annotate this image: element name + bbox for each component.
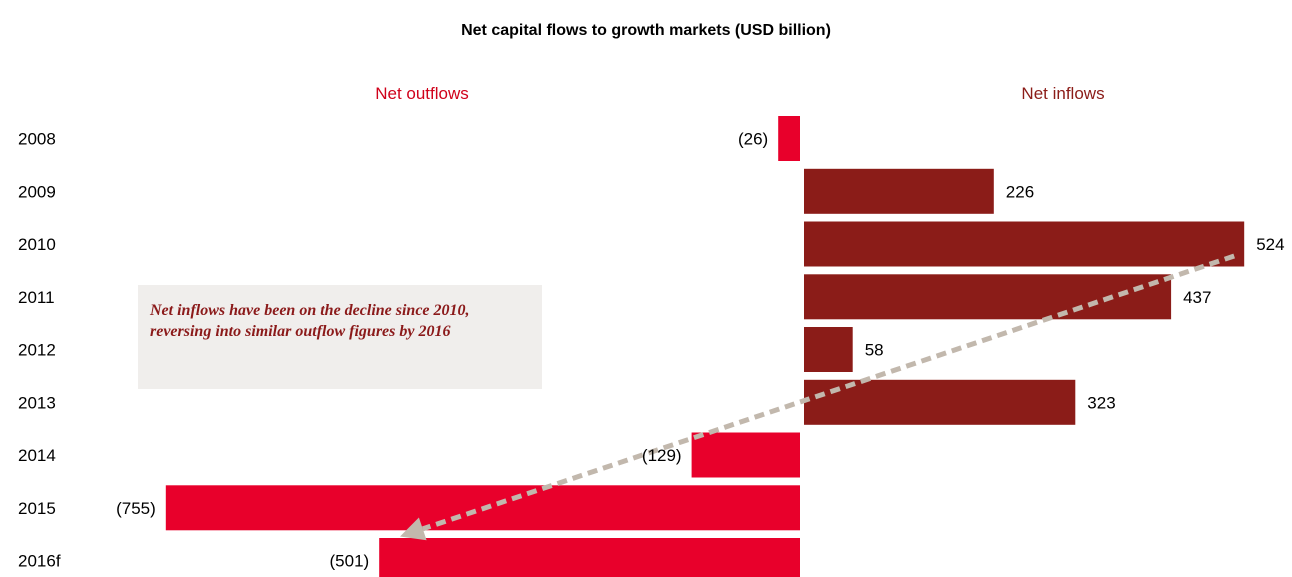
value-label-2014: (129) [642,446,682,465]
category-label-2011: 2011 [18,288,55,307]
annotation-text: Net inflows have been on the decline sin… [150,302,470,340]
value-label-2016f: (501) [330,552,370,571]
value-label-2012: 58 [865,341,884,360]
category-label-2013: 2013 [18,393,56,412]
side-label-net-inflows: Net inflows [1021,84,1104,103]
bar-2013 [804,379,1076,425]
bar-2014 [691,432,800,478]
trend-arrow-line [421,253,1235,532]
value-label-2015: (755) [116,499,156,518]
category-label-2014: 2014 [18,446,56,465]
value-label-2010: 524 [1256,235,1284,254]
bar-2010 [804,221,1245,267]
bar-2009 [804,168,994,214]
category-label-2012: 2012 [18,341,56,360]
side-label-net-outflows: Net outflows [375,84,469,103]
value-label-2008: (26) [738,130,768,149]
value-label-2009: 226 [1006,182,1034,201]
bar-2011 [804,274,1172,320]
value-label-2011: 437 [1183,288,1211,307]
category-label-2009: 2009 [18,182,56,201]
category-label-2016f: 2016f [18,552,61,571]
chart-title: Net capital flows to growth markets (USD… [461,22,831,39]
category-label-2010: 2010 [18,235,56,254]
annotation-box: Net inflows have been on the decline sin… [138,285,542,389]
bar-2016f [379,538,800,577]
value-label-2013: 323 [1087,393,1115,412]
category-label-2008: 2008 [18,130,56,149]
trend-arrow-head [400,517,427,541]
bar-2012 [804,327,853,372]
bar-2008 [778,116,800,161]
category-label-2015: 2015 [18,499,56,518]
